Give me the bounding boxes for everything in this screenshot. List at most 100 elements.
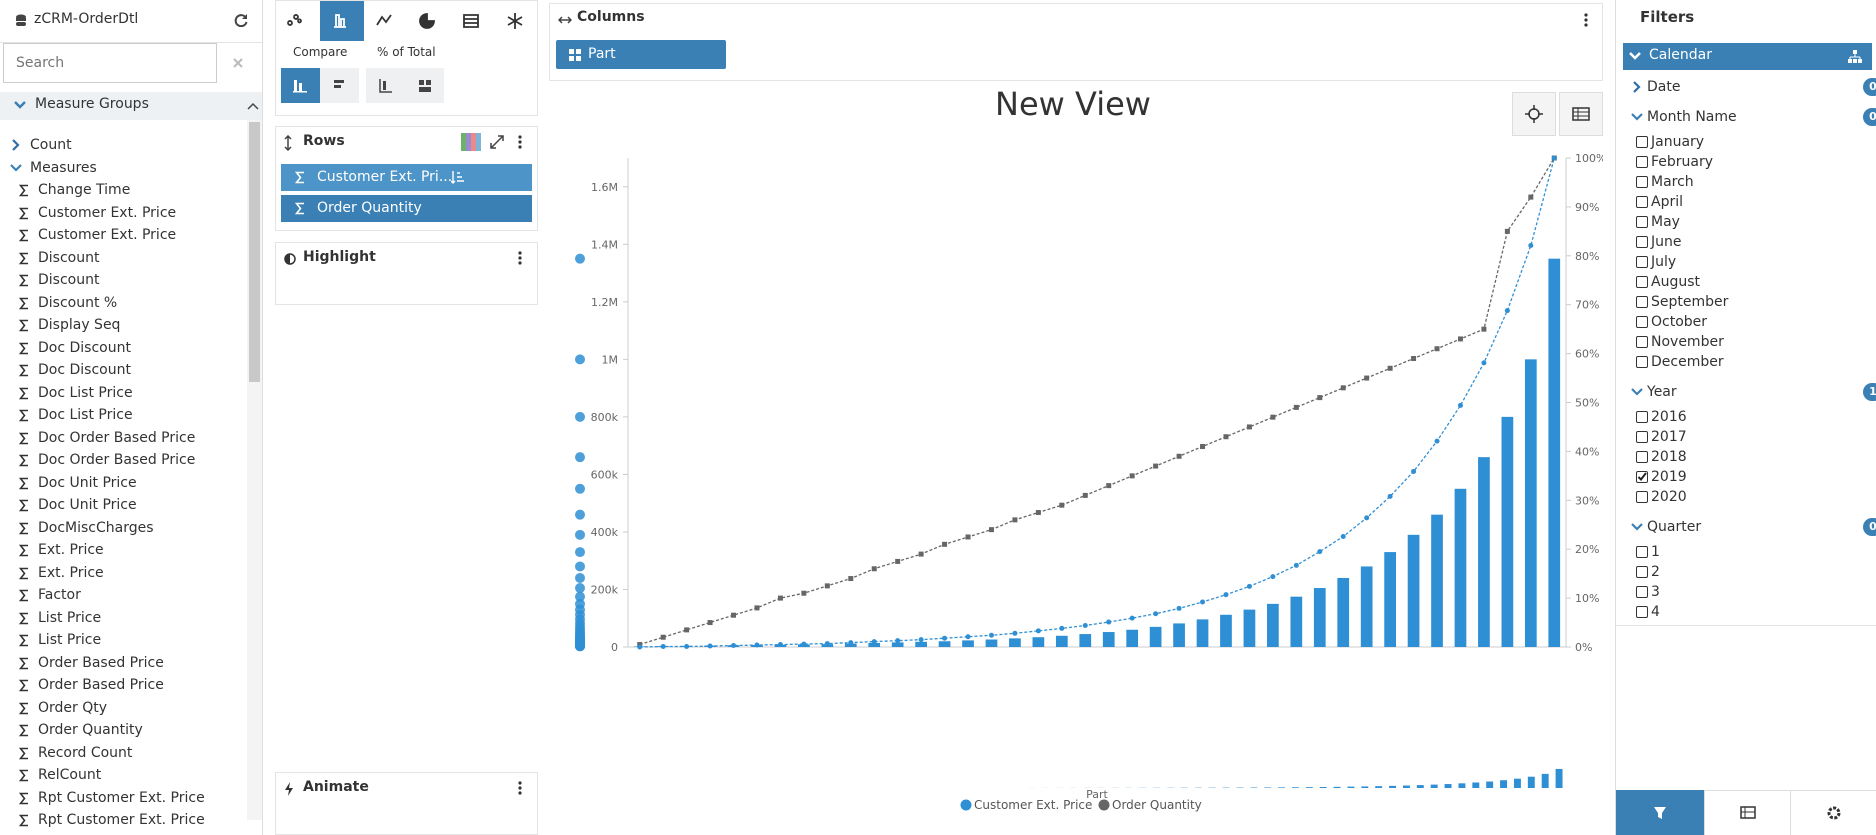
tree-group-label: Count: [30, 137, 72, 153]
table-button[interactable]: [1559, 92, 1603, 136]
filter-option[interactable]: May: [1636, 212, 1680, 232]
measure-item[interactable]: Doc Unit Price: [0, 472, 246, 495]
filter-option[interactable]: August: [1636, 272, 1700, 292]
filter-option[interactable]: 2016: [1636, 407, 1687, 427]
percent-stack-button[interactable]: [405, 68, 444, 103]
checkbox: [1636, 356, 1648, 368]
animate-menu[interactable]: [518, 781, 522, 795]
quantity-line-point: [895, 558, 901, 564]
filter-option[interactable]: December: [1636, 352, 1724, 372]
percent-button[interactable]: [366, 68, 405, 103]
measure-item[interactable]: Doc List Price: [0, 382, 246, 405]
measure-item[interactable]: Order Qty: [0, 697, 246, 720]
columns-menu[interactable]: [1584, 13, 1588, 27]
filter-option[interactable]: November: [1636, 332, 1724, 352]
measure-item[interactable]: Record Count: [0, 742, 246, 765]
filter-group-header[interactable]: Year 1: [1631, 382, 1876, 402]
filter-option[interactable]: April: [1636, 192, 1683, 212]
filter-option-label: August: [1651, 274, 1700, 290]
filter-option[interactable]: 2: [1636, 562, 1660, 582]
chart-type-button[interactable]: [451, 1, 495, 41]
measure-item[interactable]: Discount %: [0, 292, 246, 315]
compare-button[interactable]: [281, 68, 320, 103]
measure-item[interactable]: Order Based Price: [0, 652, 246, 675]
chart-type-button[interactable]: [319, 1, 364, 41]
filter-option[interactable]: June: [1636, 232, 1682, 252]
measure-item[interactable]: Doc Unit Price: [0, 494, 246, 517]
filter-option[interactable]: 2018: [1636, 447, 1687, 467]
measure-item[interactable]: Change Time: [0, 179, 246, 202]
filter-group-header[interactable]: Month Name 0: [1631, 107, 1876, 127]
filter-option[interactable]: 2017: [1636, 427, 1687, 447]
filter-option[interactable]: January: [1636, 132, 1704, 152]
stack-button[interactable]: [320, 68, 359, 103]
measure-item[interactable]: Customer Ext. Price: [0, 224, 246, 247]
measure-item[interactable]: Discount: [0, 247, 246, 270]
measure-item[interactable]: List Price: [0, 629, 246, 652]
overview-bar: [1444, 784, 1452, 788]
measure-item[interactable]: Ext. Price: [0, 539, 246, 562]
measure-item[interactable]: Doc Order Based Price: [0, 449, 246, 472]
locate-button[interactable]: [1512, 92, 1556, 136]
measure-item[interactable]: Ext. Price: [0, 562, 246, 585]
checkbox: [1636, 236, 1648, 248]
measure-item[interactable]: Factor: [0, 584, 246, 607]
sigma-shape: [19, 792, 28, 804]
measure-item[interactable]: List Price: [0, 607, 246, 630]
expand-button[interactable]: [490, 135, 504, 149]
filter-option[interactable]: 3: [1636, 582, 1660, 602]
chart-type-button[interactable]: [495, 1, 539, 41]
measure-item[interactable]: RelCount: [0, 764, 246, 787]
bar: [1009, 638, 1021, 647]
filter-option[interactable]: March: [1636, 172, 1694, 192]
measure-item[interactable]: Order Quantity: [0, 719, 246, 742]
measure-item[interactable]: Rpt Customer Ext. Price: [0, 809, 246, 832]
row-pill[interactable]: Order Quantity: [281, 195, 532, 222]
filter-option[interactable]: September: [1636, 292, 1728, 312]
calendar-header[interactable]: Calendar: [1623, 43, 1872, 70]
measure-item[interactable]: Discount: [0, 269, 246, 292]
measure-item[interactable]: Customer Ext. Price: [0, 202, 246, 225]
filter-option[interactable]: 2019: [1636, 467, 1687, 487]
measure-item[interactable]: DocMiscCharges: [0, 517, 246, 540]
collapse-arrow[interactable]: [247, 102, 259, 110]
tree-group[interactable]: Count: [0, 134, 246, 157]
measure-item[interactable]: Display Seq: [0, 314, 246, 337]
measure-item[interactable]: Doc Discount: [0, 359, 246, 382]
filter-option-label: 2020: [1651, 489, 1687, 505]
filter-group-header[interactable]: Quarter 0: [1631, 517, 1876, 537]
measure-item[interactable]: Doc List Price: [0, 404, 246, 427]
filter-group-header[interactable]: Date 0: [1631, 77, 1876, 97]
measure-item[interactable]: Order Based Price: [0, 674, 246, 697]
measure-item[interactable]: Doc Order Based Price: [0, 427, 246, 450]
filter-option[interactable]: February: [1636, 152, 1713, 172]
settings-tab[interactable]: [1790, 790, 1876, 835]
quantity-line-point: [777, 595, 783, 601]
chart: New View 0 200k 400k 600k 800k 1M 1.2M 1.4M 1.6M 0…: [575, 85, 1603, 812]
filter-option[interactable]: 4: [1636, 602, 1660, 622]
scroll-thumb[interactable]: [249, 122, 260, 382]
view-tab[interactable]: [1704, 790, 1790, 835]
search-input[interactable]: [3, 43, 217, 83]
filter-option[interactable]: 1: [1636, 542, 1660, 562]
tree-group[interactable]: Measures: [0, 157, 246, 180]
measure-item[interactable]: Rpt Customer Ext. Price: [0, 787, 246, 810]
chart-type-button[interactable]: [364, 1, 408, 41]
filter-option[interactable]: July: [1636, 252, 1676, 272]
row-pill[interactable]: Customer Ext. Pri...: [281, 164, 532, 191]
clear-search[interactable]: [233, 58, 243, 68]
refresh-button[interactable]: [234, 13, 248, 27]
filter-tab[interactable]: [1616, 790, 1704, 835]
filter-option[interactable]: 2020: [1636, 487, 1687, 507]
scrollbar: [247, 120, 262, 820]
filter-option[interactable]: October: [1636, 312, 1707, 332]
palette-button[interactable]: [461, 133, 481, 151]
column-pill[interactable]: Part: [556, 40, 726, 69]
highlight-menu[interactable]: [518, 251, 522, 265]
measure-item[interactable]: Doc Discount: [0, 337, 246, 360]
chevron: [12, 139, 20, 151]
strip-dot: [575, 253, 585, 264]
chart-type-button[interactable]: [407, 1, 451, 41]
rows-menu[interactable]: [518, 135, 522, 149]
chart-type-button[interactable]: [276, 1, 320, 41]
